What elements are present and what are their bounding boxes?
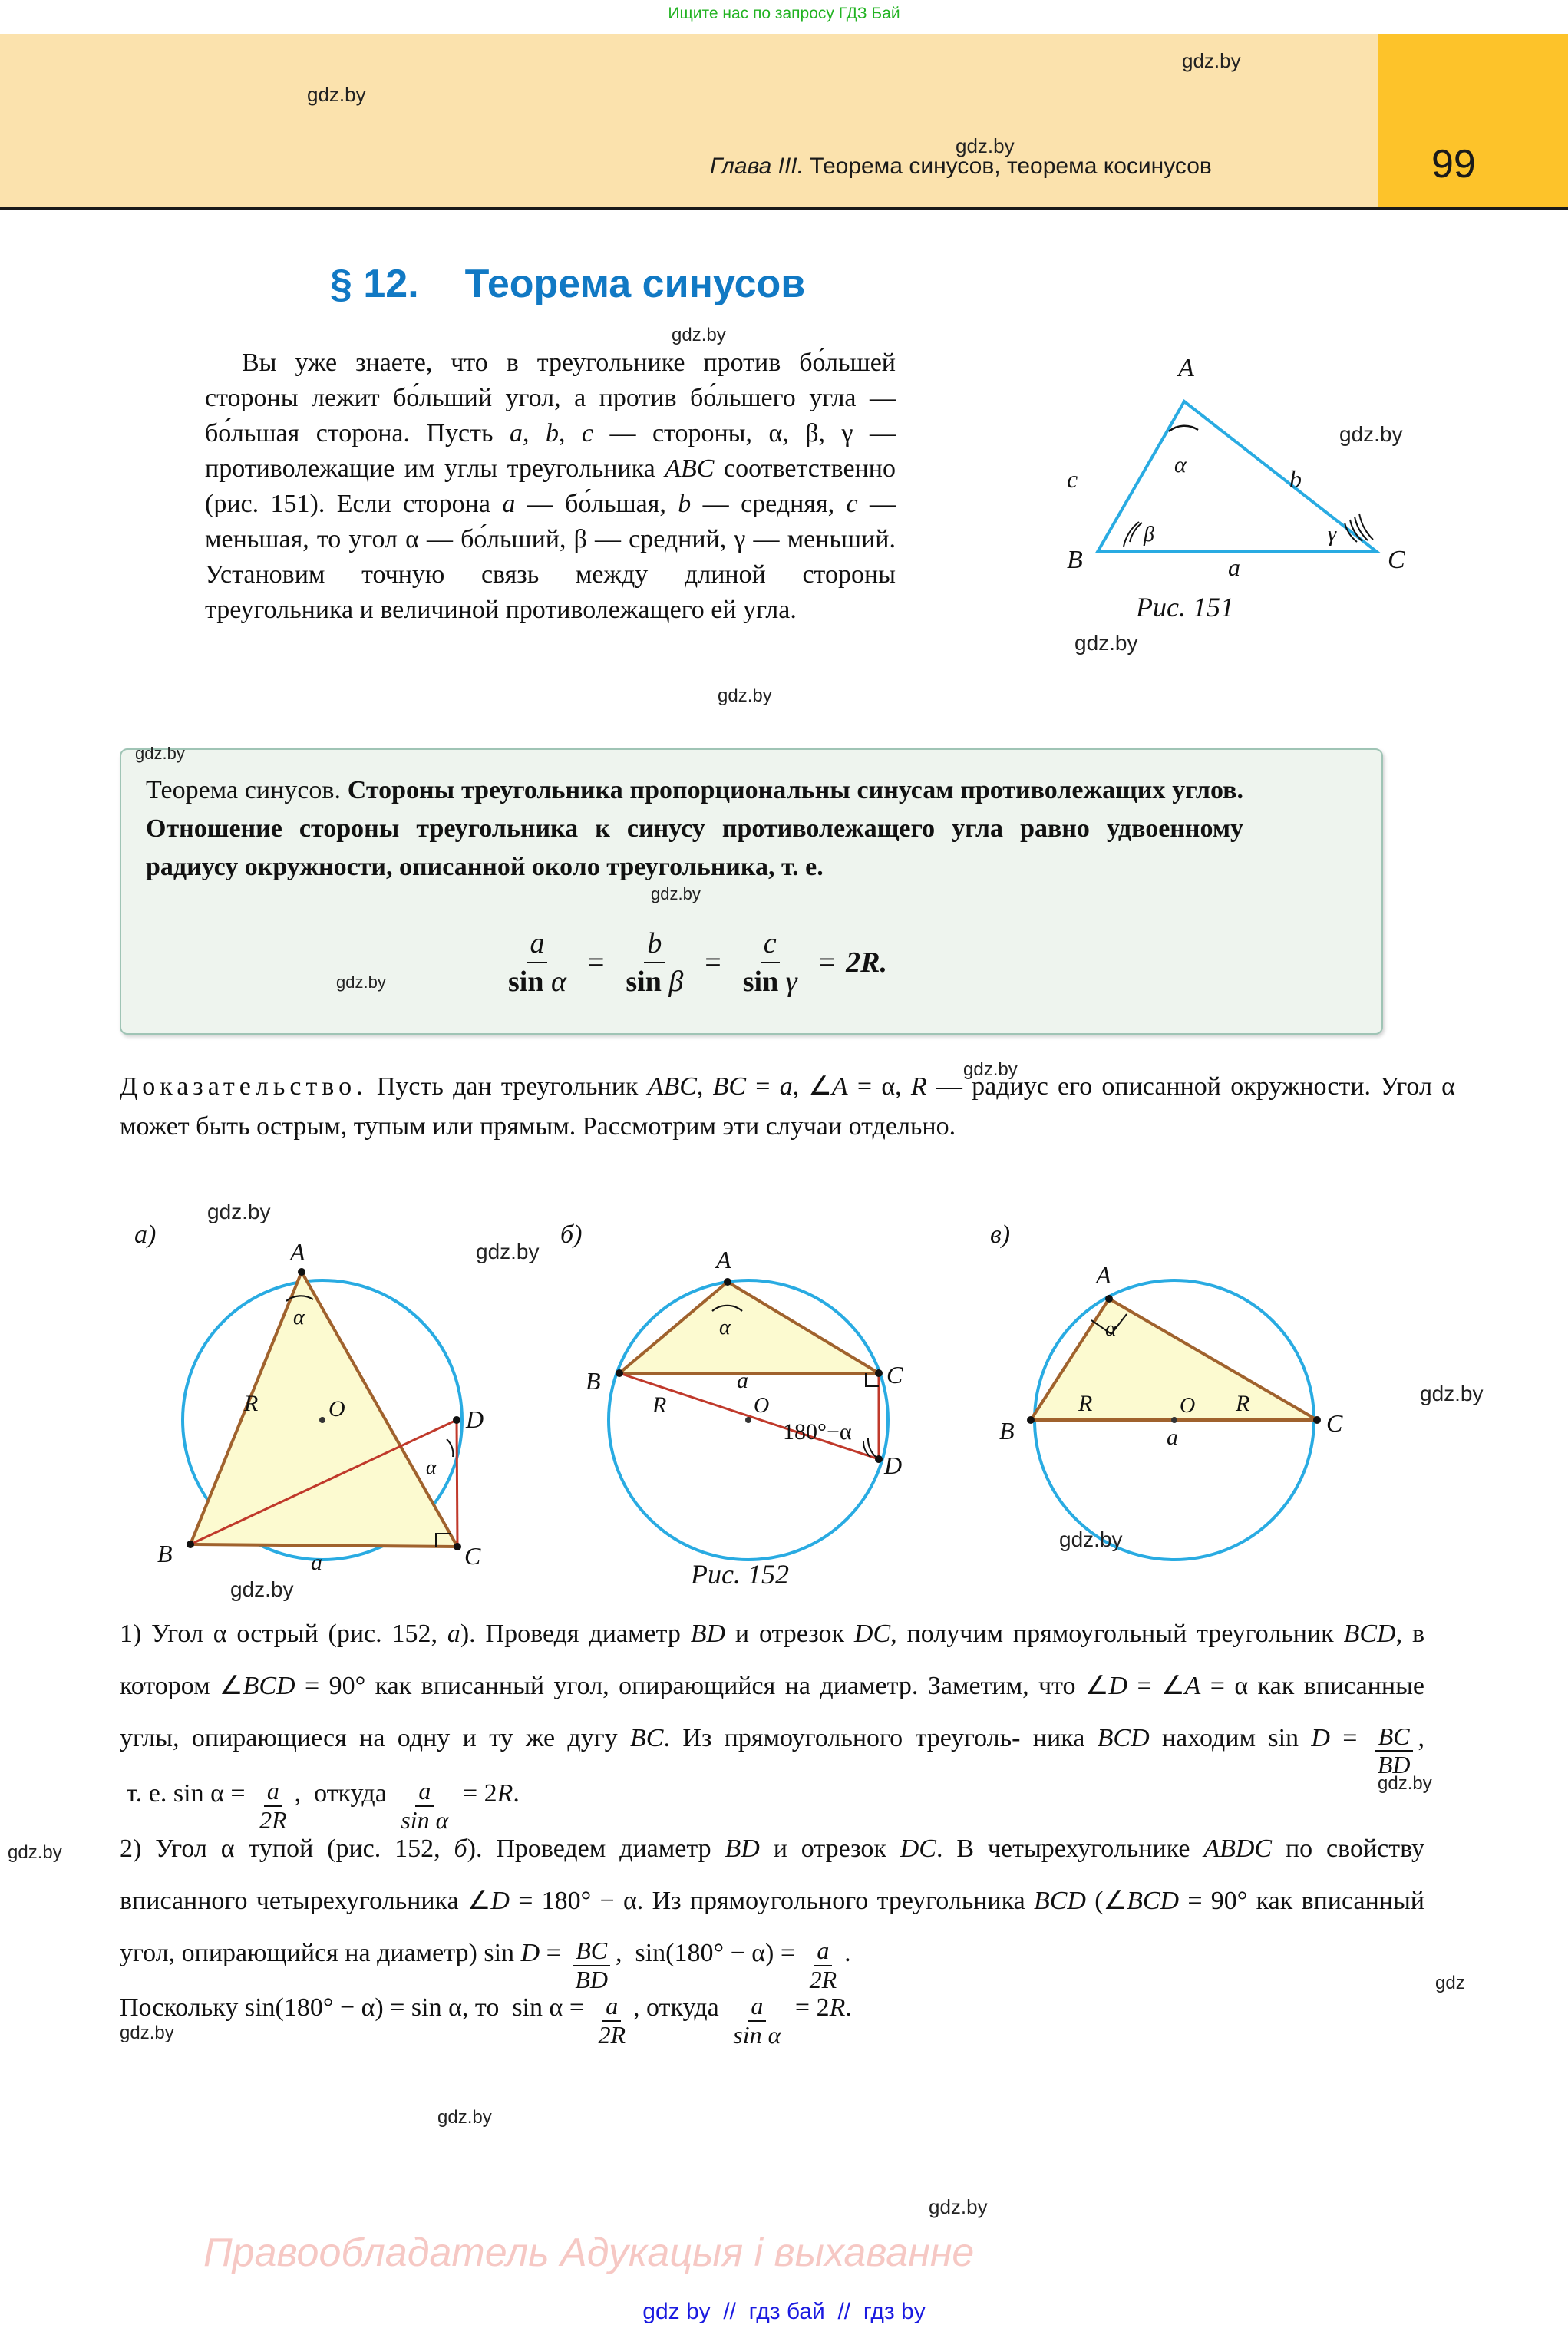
svg-text:a: a (311, 1550, 322, 1575)
svg-text:β: β (1143, 523, 1154, 547)
svg-text:α: α (293, 1306, 305, 1329)
svg-text:R: R (1235, 1391, 1249, 1416)
svg-text:O: O (328, 1396, 345, 1422)
svg-text:B: B (1067, 546, 1083, 574)
svg-text:C: C (886, 1361, 903, 1389)
svg-text:A: A (715, 1246, 731, 1273)
svg-text:R: R (243, 1391, 258, 1416)
svg-text:C: C (464, 1542, 481, 1570)
svg-text:α: α (1174, 452, 1187, 477)
svg-text:a: a (737, 1368, 748, 1393)
svg-text:a: a (1167, 1425, 1178, 1450)
svg-text:α: α (1105, 1317, 1117, 1341)
svg-text:C: C (1326, 1409, 1343, 1437)
svg-text:R: R (1078, 1391, 1092, 1416)
svg-text:γ: γ (1328, 523, 1337, 547)
svg-text:C: C (1388, 546, 1405, 574)
svg-text:c: c (1067, 465, 1078, 493)
svg-text:D: D (883, 1451, 902, 1479)
svg-text:R: R (652, 1392, 666, 1418)
svg-text:O: O (1180, 1394, 1195, 1418)
svg-text:A: A (1177, 354, 1194, 382)
svg-text:A: A (289, 1243, 305, 1266)
svg-text:A: A (1094, 1261, 1111, 1289)
svg-text:O: O (754, 1394, 769, 1418)
svg-text:a: a (1228, 553, 1240, 581)
svg-text:D: D (465, 1405, 484, 1433)
svg-text:α: α (426, 1456, 437, 1478)
svg-text:α: α (719, 1316, 731, 1339)
svg-text:b: b (1289, 465, 1302, 493)
svg-text:180°−α: 180°−α (783, 1419, 852, 1445)
svg-text:B: B (157, 1540, 173, 1567)
svg-text:B: B (586, 1367, 601, 1395)
svg-text:B: B (999, 1417, 1015, 1445)
